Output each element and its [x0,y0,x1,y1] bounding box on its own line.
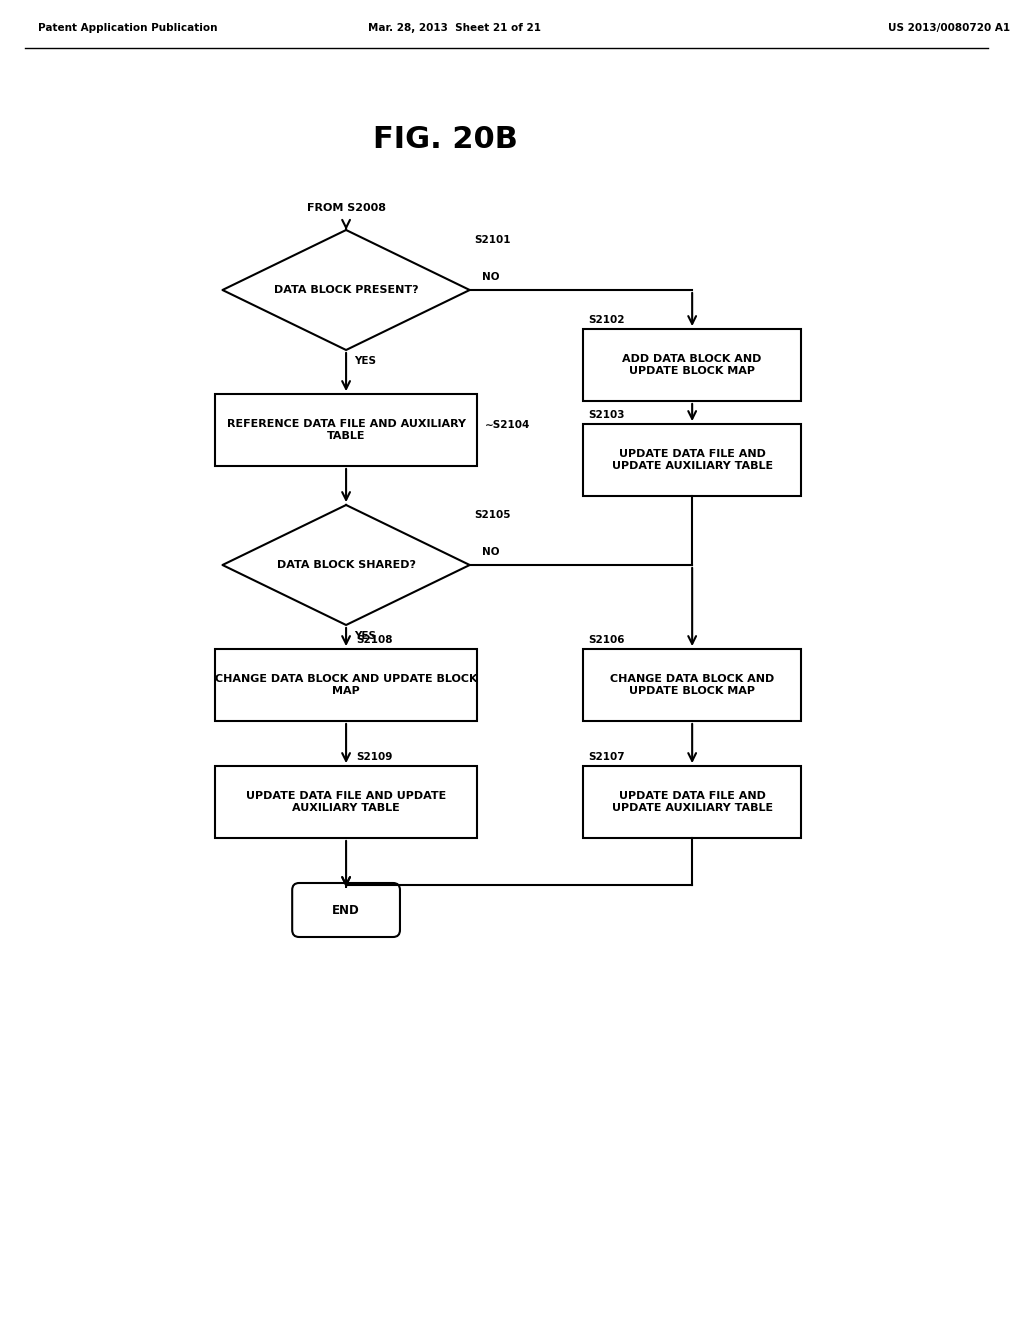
Text: S2106: S2106 [589,635,625,645]
Bar [584,329,801,401]
Text: S2103: S2103 [589,411,625,420]
Text: S2101: S2101 [475,235,511,246]
Text: S2108: S2108 [356,635,392,645]
Text: YES: YES [354,631,376,642]
Text: S2105: S2105 [475,510,511,520]
Text: FIG. 20B: FIG. 20B [373,125,517,154]
Text: S2109: S2109 [356,752,392,762]
Text: Mar. 28, 2013  Sheet 21 of 21: Mar. 28, 2013 Sheet 21 of 21 [369,22,542,33]
Text: DATA BLOCK SHARED?: DATA BLOCK SHARED? [276,560,416,570]
Text: Patent Application Publication: Patent Application Publication [38,22,217,33]
Text: S2102: S2102 [589,315,625,325]
Text: FROM S2008: FROM S2008 [306,203,386,213]
Bar [584,766,801,838]
Text: UPDATE DATA FILE AND
UPDATE AUXILIARY TABLE: UPDATE DATA FILE AND UPDATE AUXILIARY TA… [611,791,773,813]
Text: UPDATE DATA FILE AND
UPDATE AUXILIARY TABLE: UPDATE DATA FILE AND UPDATE AUXILIARY TA… [611,449,773,471]
FancyBboxPatch shape [292,883,400,937]
Text: NO: NO [481,272,499,282]
Text: S2107: S2107 [589,752,625,762]
Bar [584,649,801,721]
Bar [584,424,801,496]
Text: DATA BLOCK PRESENT?: DATA BLOCK PRESENT? [273,285,419,294]
Text: CHANGE DATA BLOCK AND
UPDATE BLOCK MAP: CHANGE DATA BLOCK AND UPDATE BLOCK MAP [610,675,774,696]
Text: NO: NO [481,546,499,557]
Text: US 2013/0080720 A1: US 2013/0080720 A1 [888,22,1011,33]
Text: END: END [332,903,360,916]
Bar [215,649,477,721]
Text: ∼S2104: ∼S2104 [485,420,530,430]
Text: REFERENCE DATA FILE AND AUXILIARY
TABLE: REFERENCE DATA FILE AND AUXILIARY TABLE [226,420,466,441]
Bar [215,766,477,838]
Text: CHANGE DATA BLOCK AND UPDATE BLOCK
MAP: CHANGE DATA BLOCK AND UPDATE BLOCK MAP [215,675,477,696]
Bar [215,393,477,466]
Text: YES: YES [354,356,376,366]
Text: UPDATE DATA FILE AND UPDATE
AUXILIARY TABLE: UPDATE DATA FILE AND UPDATE AUXILIARY TA… [246,791,446,813]
Text: ADD DATA BLOCK AND
UPDATE BLOCK MAP: ADD DATA BLOCK AND UPDATE BLOCK MAP [623,354,762,376]
